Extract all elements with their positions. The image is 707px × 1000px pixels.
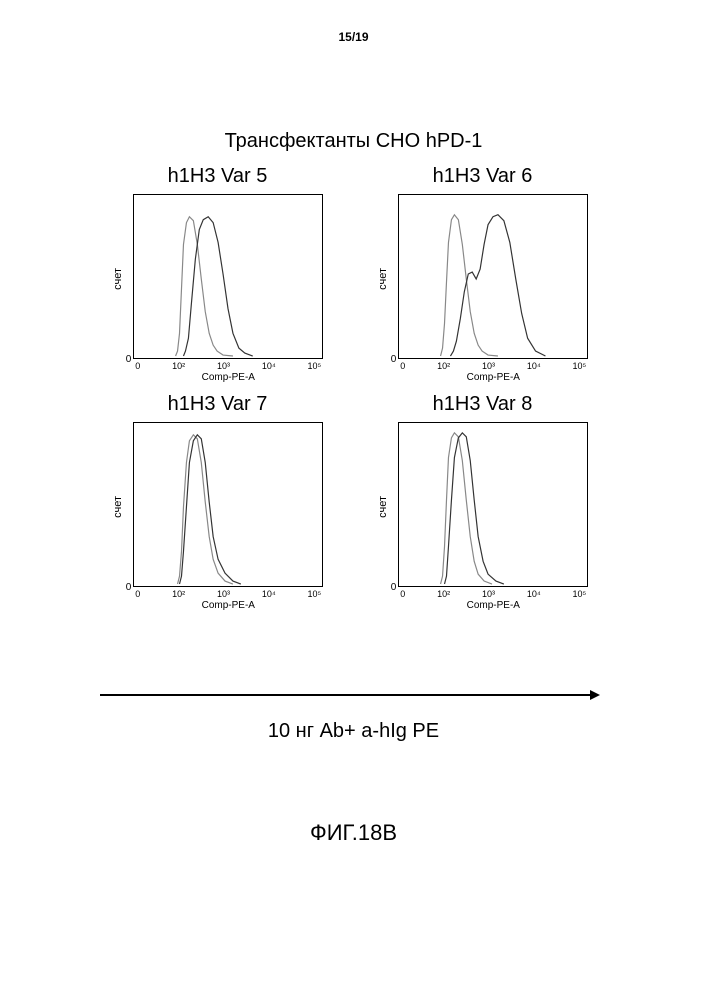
y-zero-tick: 0 — [126, 354, 132, 365]
x-axis-arrow — [100, 680, 600, 710]
x-tick: 10³ — [217, 589, 230, 599]
y-axis-label: счет — [377, 496, 389, 518]
x-tick: 10⁴ — [527, 361, 541, 371]
y-zero-tick: 0 — [126, 582, 132, 593]
x-tick: 0 — [400, 361, 405, 371]
page-number: 15/19 — [338, 30, 368, 44]
plot-wrap: счет 00 10² 10³ 10⁴ 10⁵ Comp-PE-A — [112, 194, 324, 383]
x-ticks: 0 10² 10³ 10⁴ 10⁵ — [398, 589, 588, 599]
x-tick: 0 — [135, 589, 140, 599]
plot-box — [398, 422, 588, 587]
x-tick: 10⁴ — [262, 361, 276, 371]
x-tick: 10² — [172, 361, 185, 371]
panel-title: h1H3 Var 7 — [168, 393, 268, 416]
histogram-grid: h1H3 Var 5счет0010²10³10⁴10⁵Comp-PE-Ah1H… — [100, 165, 600, 611]
x-tick: 10⁵ — [308, 589, 322, 599]
panel-title: h1H3 Var 6 — [433, 165, 533, 188]
x-tick: 10³ — [217, 361, 230, 371]
x-tick: 0 — [135, 361, 140, 371]
histogram-panel: h1H3 Var 7 счет 00 10² 10³ 10⁴ 10⁵ Comp-PE-A — [100, 393, 335, 611]
x-tick: 10⁴ — [262, 589, 276, 599]
y-axis-label: счет — [112, 268, 124, 290]
x-tick: 10⁵ — [573, 361, 587, 371]
main-title: Трансфектанты CHO hPD-1 — [225, 130, 483, 153]
figure-label: ФИГ.18B — [310, 820, 397, 846]
x-axis-label: Comp-PE-A — [467, 372, 520, 383]
x-axis-label: Comp-PE-A — [202, 372, 255, 383]
x-ticks: 0 10² 10³ 10⁴ 10⁵ — [398, 361, 588, 371]
y-zero-tick: 0 — [391, 582, 397, 593]
x-axis-label: Comp-PE-A — [467, 600, 520, 611]
panel-title: h1H3 Var 5 — [168, 165, 268, 188]
x-tick: 10³ — [482, 361, 495, 371]
plot-box — [133, 194, 323, 359]
y-axis-label: счет — [377, 268, 389, 290]
x-tick: 10² — [172, 589, 185, 599]
plot-box — [133, 422, 323, 587]
histogram-panel: h1H3 Var 8 счет 00 10² 10³ 10⁴ 10⁵ Comp-PE-A — [365, 393, 600, 611]
x-tick: 0 — [400, 589, 405, 599]
x-axis-label: Comp-PE-A — [202, 600, 255, 611]
y-axis-label: счет — [112, 496, 124, 518]
x-tick: 10³ — [482, 589, 495, 599]
x-tick: 10⁵ — [573, 589, 587, 599]
x-tick: 10⁵ — [308, 361, 322, 371]
x-ticks: 0 10² 10³ 10⁴ 10⁵ — [133, 589, 323, 599]
condition-label: 10 нг Ab+ a-hIg PE — [268, 720, 439, 743]
plot-wrap: счет 00 10² 10³ 10⁴ 10⁵ Comp-PE-A — [377, 422, 589, 611]
x-ticks: 0 10² 10³ 10⁴ 10⁵ — [133, 361, 323, 371]
y-zero-tick: 0 — [391, 354, 397, 365]
x-tick: 10² — [437, 361, 450, 371]
plot-wrap: счет 00 10² 10³ 10⁴ 10⁵ Comp-PE-A — [112, 422, 324, 611]
x-tick: 10⁴ — [527, 589, 541, 599]
plot-wrap: счет 00 10² 10³ 10⁴ 10⁵ Comp-PE-A — [377, 194, 589, 383]
plot-box — [398, 194, 588, 359]
histogram-panel: h1H3 Var 5 счет 00 10² 10³ 10⁴ 10⁵ Comp-PE-A — [100, 165, 335, 383]
x-tick: 10² — [437, 589, 450, 599]
histogram-panel: h1H3 Var 6 счет 00 10² 10³ 10⁴ 10⁵ Comp-PE-A — [365, 165, 600, 383]
panel-title: h1H3 Var 8 — [433, 393, 533, 416]
